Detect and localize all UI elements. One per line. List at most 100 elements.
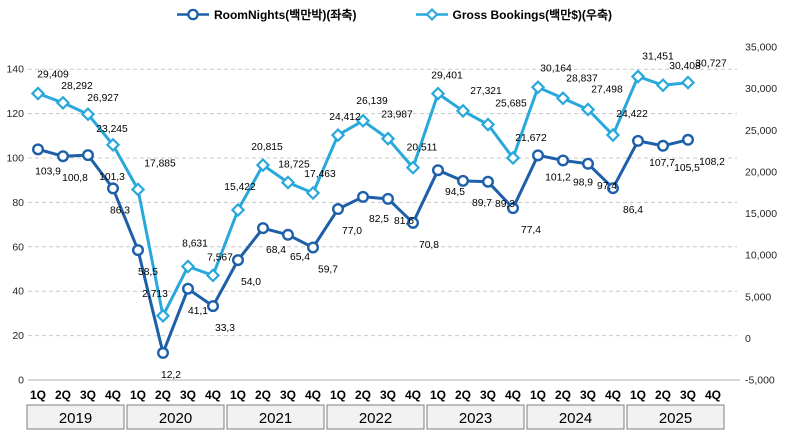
legend-roomnights-label: RoomNights(백만박)(좌축) [213,8,357,22]
grossbookings-value-label: 2,713 [142,289,168,300]
year-cell [626,404,725,430]
year-label: 2021 [259,410,292,427]
grossbookings-point [505,150,521,166]
right-axis-tick-label: 30,000 [745,83,777,95]
roomnights-point [81,149,94,162]
roomnights-value-label: 65,4 [290,252,310,263]
grossbookings-value-label: 20,815 [251,142,283,153]
grossbookings-value-label: 15,422 [224,182,256,193]
roomnights-point [632,134,645,147]
year-label: 2024 [559,410,592,427]
right-axis-tick-label: 0 [745,333,751,345]
right-axis-tick-label: 5,000 [745,291,771,303]
grossbookings-value-label: 28,292 [61,81,93,92]
roomnights-value-label: 101,3 [99,172,125,183]
quarter-label: 4Q [405,388,421,402]
legend-item-roomnights: RoomNights(백만박)(좌축) [176,6,357,23]
quarter-label: 2Q [455,388,471,402]
grossbookings-point [155,308,171,323]
grossbookings-value-label: 7,567 [207,252,233,263]
grossbookings-value-label: 24,412 [329,112,361,123]
grossbookings-value-label: 26,927 [87,93,119,104]
grossbookings-point [680,75,696,90]
roomnights-value-label: 98,9 [573,177,593,188]
grossbookings-value-label: 27,321 [470,86,502,97]
roomnights-point [307,241,320,254]
right-axis-tick-label: 25,000 [745,125,777,137]
grossbookings-value-label: 23,987 [381,110,413,121]
quarter-label: 1Q [630,388,646,402]
grossbookings-value-label: 29,401 [431,71,463,82]
quarter-label: 3Q [80,388,96,402]
grossbookings-value-label: 30,727 [695,59,727,70]
quarter-label: 3Q [580,388,596,402]
grossbookings-point [405,160,421,175]
roomnights-point [32,143,45,156]
quarter-label: 4Q [605,388,621,402]
roomnights-value-label: 59,7 [318,264,338,275]
year-cell [126,404,225,430]
roomnights-value-label: 89,3 [495,199,515,210]
roomnights-point [657,139,670,152]
roomnights-value-label: 81,6 [394,216,414,227]
quarter-label: 2Q [255,388,271,402]
roomnights-value-label: 33,3 [215,323,235,334]
left-axis-tick-label: 140 [6,64,24,76]
roomnights-value-label: 89,7 [472,198,492,209]
grossbookings-point [630,69,646,84]
grossbookings-point [530,80,546,95]
roomnights-value-label: 41,1 [188,306,208,317]
grossbookings-point [605,127,621,143]
left-axis-tick-label: 60 [12,241,24,253]
roomnights-value-label: 12,2 [161,370,181,381]
roomnights-value-label: 105,5 [674,163,700,174]
grossbookings-point [255,157,271,173]
legend-grossbookings-label: Gross Bookings(백만$)(우축) [452,8,613,22]
left-axis-tick-label: 20 [12,330,24,342]
year-label: 2025 [659,410,692,427]
grossbookings-value-label: 8,631 [182,239,208,250]
grossbookings-point [230,202,246,218]
grossbookings-value-label: 25,685 [495,99,527,110]
quarter-label: 1Q [230,388,246,402]
grossbookings-point [430,86,446,101]
quarter-label: 4Q [305,388,321,402]
roomnights-value-label: 103,9 [35,166,61,177]
roomnights-point [482,175,495,188]
left-axis-tick-label: 100 [6,153,24,165]
quarter-label: 2Q [155,388,171,402]
year-label: 2023 [459,410,492,427]
left-axis-tick-label: 40 [12,286,24,298]
roomnights-point [282,228,295,241]
roomnights-point [607,182,620,195]
roomnights-point [432,164,445,177]
roomnights-value-label: 77,0 [342,226,362,237]
grossbookings-point [280,175,296,190]
roomnights-value-label: 101,2 [545,172,571,183]
grossbookings-value-label: 27,498 [591,84,623,95]
quarter-label: 3Q [180,388,196,402]
left-axis-tick-label: 80 [12,197,24,209]
quarter-label: 4Q [705,388,721,402]
left-axis-tick-label: 120 [6,108,24,120]
grossbookings-point [305,185,321,201]
grossbookings-point [380,131,396,146]
grossbookings-value-label: 21,672 [515,133,547,144]
roomnights-value-label: 77,4 [521,225,541,236]
year-cell [426,404,525,430]
grossbookings-value-label: 20,511 [407,143,438,154]
roomnights-point [106,182,119,195]
right-axis-tick-label: 20,000 [745,166,777,178]
roomnights-point [357,190,370,203]
year-cell [526,404,625,430]
roomnights-point [206,300,219,313]
quarter-label: 1Q [530,388,546,402]
quarter-label: 3Q [480,388,496,402]
grossbookings-point [30,86,46,101]
grossbookings-point [180,259,196,274]
quarter-label: 2Q [655,388,671,402]
roomnights-value-label: 97,4 [597,181,617,192]
grossbookings-point [330,127,346,143]
grossbookings-value-label: 31,451 [642,52,674,63]
